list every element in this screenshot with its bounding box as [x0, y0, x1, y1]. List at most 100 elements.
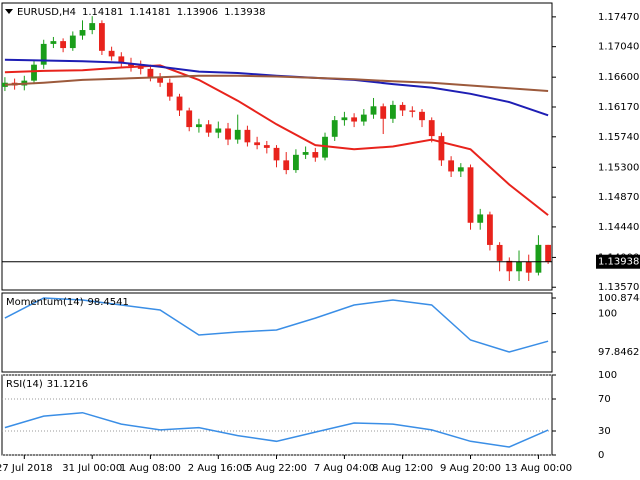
- candle-body: [128, 63, 134, 67]
- panel-frame: [1, 292, 553, 373]
- candle-body: [89, 23, 96, 31]
- x-tick-label: 27 Jul 2018: [0, 463, 53, 474]
- candle-body: [457, 167, 464, 172]
- candle-body: [31, 64, 37, 81]
- y-tick-label: 1.14440: [598, 222, 639, 233]
- y-tick-label: 100: [598, 309, 617, 320]
- candle-body: [496, 244, 503, 261]
- indicator-value: 98.4541: [88, 297, 129, 308]
- x-tick-label: 8 Aug 12:00: [372, 463, 433, 474]
- candle-body: [506, 260, 513, 272]
- candle-body: [390, 104, 396, 119]
- chart-title: EURUSD,H4: [17, 7, 76, 18]
- indicator-header: Momentum(14) 98.4541: [6, 297, 129, 308]
- candle-body: [50, 41, 57, 44]
- candle-body: [205, 124, 212, 133]
- candle-body: [399, 104, 406, 111]
- price-label: 1.13938: [598, 257, 639, 268]
- candle-body: [283, 160, 290, 171]
- candle-body: [516, 261, 522, 272]
- y-tick-label: 1.17040: [598, 42, 639, 53]
- candle-body: [438, 136, 445, 161]
- candle-body: [487, 214, 493, 245]
- y-tick-label: 100: [598, 370, 617, 381]
- candle-body: [302, 152, 309, 155]
- moving-average: [4, 74, 549, 92]
- y-tick-label: 1.15740: [598, 132, 639, 143]
- y-tick-label: 1.16600: [598, 72, 639, 83]
- candle-body: [40, 43, 47, 65]
- candle-body: [525, 261, 532, 273]
- x-tick-label: 2 Aug 16:00: [188, 463, 249, 474]
- x-tick-label: 13 Aug 00:00: [505, 463, 572, 474]
- y-tick-label: 0: [598, 450, 604, 461]
- candle-body: [234, 129, 241, 140]
- candle-body: [273, 147, 280, 161]
- candle-body: [137, 66, 144, 69]
- candle-body: [341, 117, 348, 121]
- candle-body: [99, 23, 105, 51]
- candle-body: [428, 120, 435, 137]
- candle-body: [118, 56, 125, 64]
- indicator-line: [4, 297, 549, 353]
- candle-body: [448, 160, 455, 172]
- y-tick-label: 1.16170: [598, 102, 639, 113]
- y-tick-label: 1.17470: [598, 12, 639, 23]
- candle-body: [225, 128, 231, 140]
- header-open: 1.14181: [82, 7, 123, 18]
- x-tick-label: 7 Aug 04:00: [314, 463, 375, 474]
- candle-body: [380, 106, 387, 119]
- panel-frame: [1, 2, 553, 291]
- indicator-value: 31.1216: [47, 379, 88, 390]
- candle-body: [331, 120, 338, 137]
- indicator-title: Momentum(14): [6, 297, 84, 308]
- candle-body: [176, 96, 183, 111]
- moving-average: [4, 64, 549, 216]
- candle-body: [360, 114, 367, 122]
- candle-body: [409, 110, 416, 112]
- candle-body: [263, 145, 270, 148]
- y-tick-label: 100.8744: [598, 293, 640, 304]
- price-label-box: [596, 254, 640, 269]
- candle-body: [108, 50, 115, 57]
- candle-body: [196, 124, 202, 128]
- y-tick-label: 1.14870: [598, 192, 639, 203]
- indicator-line: [4, 411, 549, 448]
- indicator-title: RSI(14): [6, 379, 43, 390]
- candle-body: [69, 35, 76, 49]
- x-tick-label: 1 Aug 08:00: [120, 463, 181, 474]
- candle-body: [467, 167, 474, 223]
- menu-triangle: [5, 9, 13, 14]
- header-high: 1.14181: [129, 7, 170, 18]
- y-tick-label: 97.8462: [598, 347, 639, 358]
- moving-average: [4, 58, 549, 117]
- candle-body: [60, 41, 67, 49]
- candle-body: [79, 30, 86, 36]
- x-tick-label: 31 Jul 00:00: [62, 463, 122, 474]
- candle-body: [545, 244, 552, 262]
- candle-body: [293, 154, 299, 171]
- candle-body: [419, 111, 425, 121]
- candle-body: [370, 106, 377, 115]
- candle-body: [351, 117, 358, 122]
- candle-body: [254, 142, 261, 146]
- candle-body: [186, 110, 193, 128]
- y-tick-label: 1.15300: [598, 162, 639, 173]
- x-tick-label: 5 Aug 22:00: [246, 463, 307, 474]
- y-tick-label: 1.13570: [598, 282, 639, 293]
- candle-body: [147, 68, 154, 78]
- candle-body: [244, 129, 251, 143]
- candle-body: [215, 128, 222, 133]
- candle-body: [477, 214, 484, 223]
- header-close: 1.13938: [224, 7, 265, 18]
- x-tick-label: 9 Aug 20:00: [440, 463, 501, 474]
- candle-body: [166, 82, 173, 97]
- chart-header: EURUSD,H4 1.14181 1.14181 1.13906 1.13938: [17, 7, 265, 18]
- indicator-header: RSI(14) 31.1216: [6, 379, 88, 390]
- candle-body: [535, 244, 542, 273]
- candle-body: [157, 77, 164, 83]
- y-tick-label: 30: [598, 426, 611, 437]
- candle-body: [322, 136, 328, 158]
- header-low: 1.13906: [177, 7, 218, 18]
